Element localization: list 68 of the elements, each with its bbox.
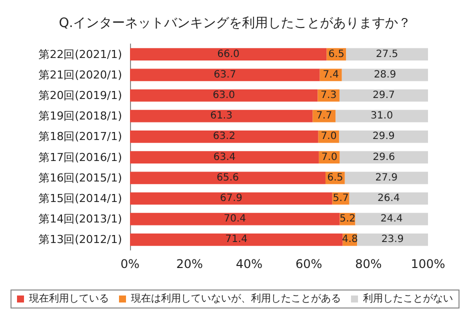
bar [355, 212, 428, 226]
bar [342, 68, 428, 82]
data-label: 7.0 [321, 152, 338, 163]
bar [130, 110, 313, 122]
x-tick-label: 0% [120, 257, 140, 271]
bar [346, 48, 428, 60]
data-label: 63.0 [212, 90, 236, 101]
data-label: 70.4 [224, 214, 246, 225]
x-tick-label: 20% [176, 257, 203, 271]
y-tick-label: 第17回(2016/1) [38, 150, 122, 164]
bar [336, 110, 428, 122]
data-label: 6.5 [327, 172, 344, 184]
data-label: 7.3 [320, 90, 337, 101]
data-label: 66.0 [217, 48, 240, 60]
data-label: 5.7 [332, 193, 349, 204]
bar [339, 89, 428, 102]
legend-label: 現在利用している [29, 292, 109, 304]
y-tick-label: 第21回(2020/1) [38, 68, 122, 82]
data-label: 71.4 [225, 234, 248, 246]
data-label: 27.5 [376, 48, 398, 60]
data-label: 61.3 [210, 110, 232, 122]
data-label: 29.6 [372, 152, 396, 163]
y-tick-label: 第20回(2019/1) [38, 89, 122, 102]
y-tick-label: 第14回(2013/1) [38, 212, 122, 226]
bar [130, 212, 340, 226]
y-tick-label: 第22回(2021/1) [38, 48, 122, 61]
data-label: 28.9 [374, 69, 396, 80]
y-tick-label: 第18回(2017/1) [38, 130, 122, 144]
y-tick-label: 第15回(2014/1) [38, 192, 122, 205]
data-label: 7.4 [322, 69, 339, 80]
data-label: 65.6 [216, 172, 239, 184]
x-tick-label: 80% [355, 257, 382, 271]
data-label: 29.9 [372, 131, 395, 142]
data-label: 27.9 [375, 172, 398, 184]
data-label: 31.0 [370, 110, 393, 122]
legend-label: 利用したことがない [363, 292, 453, 304]
data-label: 67.9 [220, 193, 242, 204]
data-label: 63.2 [213, 131, 236, 142]
bar [130, 48, 327, 60]
data-label: 5.2 [340, 214, 356, 225]
x-tick-label: 40% [236, 257, 263, 271]
y-tick-label: 第13回(2012/1) [38, 233, 122, 246]
data-label: 24.4 [380, 214, 403, 225]
bar [130, 89, 318, 102]
data-label: 26.4 [378, 193, 400, 204]
data-label: 6.5 [328, 48, 344, 60]
data-label: 7.0 [320, 131, 337, 142]
data-label: 29.7 [372, 90, 395, 101]
data-label: 7.7 [316, 110, 332, 122]
bar [357, 234, 428, 246]
bar [130, 192, 332, 205]
bar [339, 130, 428, 143]
x-tick-label: 100% [410, 257, 446, 271]
bar [130, 172, 326, 184]
legend-label: 現在は利用していないが、利用したことがある [131, 292, 341, 304]
bar [340, 151, 428, 164]
data-label: 63.4 [213, 152, 236, 163]
bar [130, 130, 318, 143]
chart-title: Q.インターネットバンキングを利用したことがありますか？ [58, 16, 412, 31]
x-tick-label: 60% [295, 257, 322, 271]
bar [130, 234, 343, 246]
data-label: 23.9 [381, 234, 404, 246]
y-tick-label: 第19回(2018/1) [38, 110, 122, 123]
data-label: 63.7 [214, 69, 236, 80]
bar [344, 172, 428, 184]
bar [130, 151, 319, 164]
bar [130, 68, 320, 82]
y-tick-label: 第16回(2015/1) [38, 171, 122, 184]
